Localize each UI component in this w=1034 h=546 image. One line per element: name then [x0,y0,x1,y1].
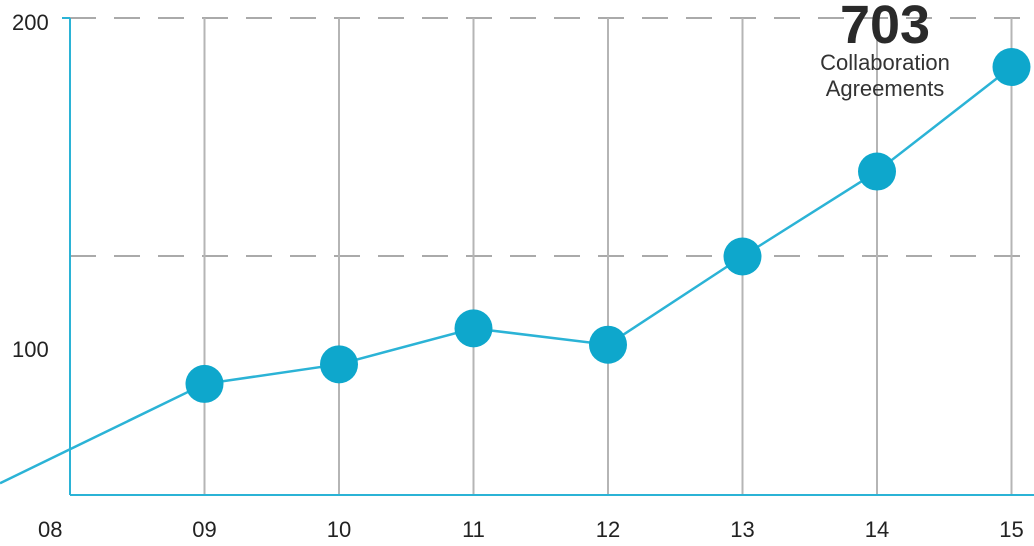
y-tick-labels: 200 100 [12,10,49,362]
x-tick-label-08: 08 [38,517,62,542]
x-tick-labels: 08 09 10 11 12 13 14 15 [38,517,1024,542]
series-line [0,66,1013,485]
x-tick-label-12: 12 [596,517,620,542]
y-tick-label-100: 100 [12,337,49,362]
data-point-15 [992,48,1031,87]
callout-value: 703 [839,0,931,55]
x-tick-label-11: 11 [462,517,485,542]
data-point-12 [589,325,627,364]
x-tick-label-10: 10 [327,517,351,542]
x-tick-label-15: 15 [999,517,1023,542]
data-point-13 [723,237,762,276]
data-point-10 [320,345,358,384]
x-tick-label-09: 09 [192,517,216,542]
markers-group [185,48,1031,403]
x-tick-label-14: 14 [865,517,889,542]
dashed-gridlines [70,17,1034,257]
series-line-group [0,66,1013,485]
data-point-11 [454,309,493,348]
data-point-09 [185,364,224,403]
total-callout: 703 Collaboration Agreements [800,0,970,102]
callout-label-line1: Collaboration [820,50,950,75]
y-tick-label-200: 200 [12,10,49,35]
data-point-14 [858,152,896,191]
axes [62,17,1034,496]
x-tick-label-13: 13 [730,517,754,542]
callout-label-line2: Agreements [825,76,945,101]
